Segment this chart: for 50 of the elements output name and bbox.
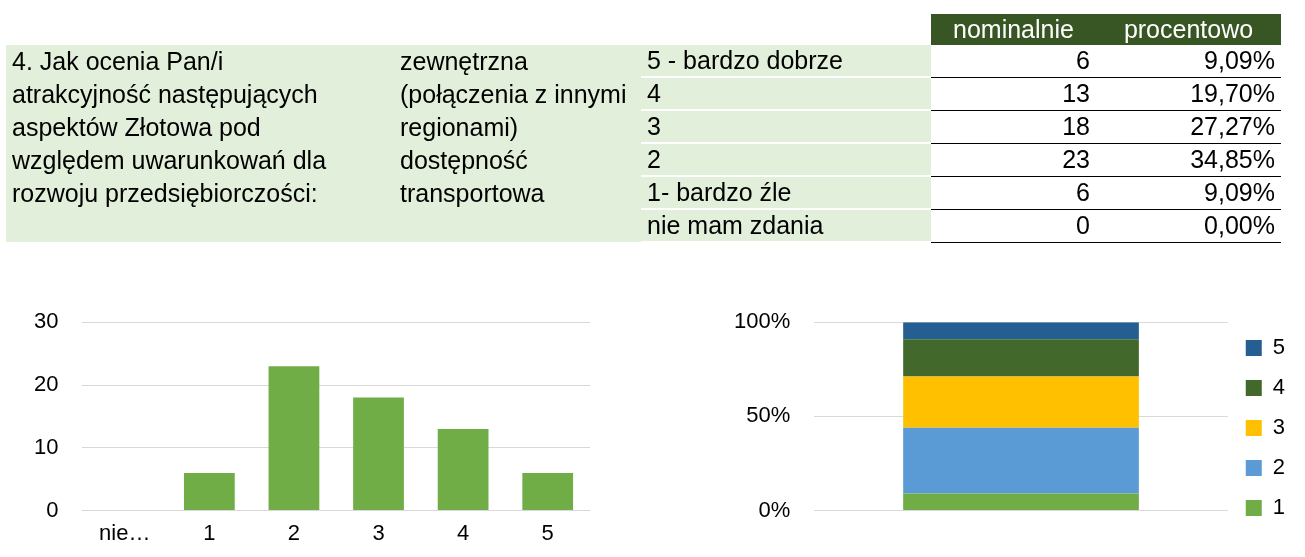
- category-label: 1- bardzo źle: [641, 176, 931, 209]
- category-label: 5 - bardzo dobrze: [641, 45, 931, 77]
- bar: [903, 376, 1139, 428]
- y-tick-label: 30: [33, 308, 59, 334]
- text: zewnętrzna (połączenia z innymi regionami) dostępność transportowa: [394, 45, 641, 242]
- bar: [903, 427, 1139, 494]
- x-tick-label: 1: [203, 519, 216, 545]
- y-tick-label: 20: [33, 371, 59, 397]
- text: nominalnie: [931, 14, 1096, 45]
- x-tick-label: 5: [541, 519, 554, 545]
- bar: [268, 366, 320, 511]
- bar: [522, 472, 574, 511]
- text: procentowo: [1096, 14, 1281, 45]
- data-label: 0,00%: [1096, 209, 1281, 242]
- bar: [903, 493, 1139, 511]
- legend-label: 2: [1272, 454, 1286, 480]
- data-label: 9,09%: [1096, 45, 1281, 77]
- category-label: 2: [641, 143, 931, 176]
- x-tick-label: 2: [287, 519, 301, 545]
- data-label: 19,70%: [1096, 77, 1281, 110]
- bar: [903, 339, 1139, 377]
- category-label: 4: [641, 77, 931, 110]
- category-label: nie mam zdania: [641, 209, 931, 242]
- data-label: 6: [931, 176, 1096, 209]
- data-label: 0: [931, 209, 1096, 242]
- legend-label: 3: [1272, 414, 1286, 440]
- legend-label: 5: [1272, 334, 1286, 360]
- bar: [183, 472, 235, 511]
- text: 4. Jak ocenia Pan/i atrakcyjność następujących aspektów Złotowa pod względem uwarunkowań dla rozwoju przedsiębiorczości:: [6, 45, 394, 242]
- bar: [903, 322, 1139, 340]
- y-tick-label: 0: [46, 496, 59, 522]
- legend-label: 4: [1272, 374, 1286, 400]
- y-tick-label: 10: [33, 433, 59, 459]
- data-label: 34,85%: [1096, 143, 1281, 176]
- legend-label: 1: [1272, 494, 1286, 520]
- data-label: 9,09%: [1096, 176, 1281, 209]
- data-label: 27,27%: [1096, 110, 1281, 143]
- x-tick-label: nie…: [99, 519, 151, 545]
- y-tick-label: 0%: [758, 496, 791, 522]
- x-tick-label: 3: [372, 519, 385, 545]
- data-label: 23: [931, 143, 1096, 176]
- data-label: 6: [931, 45, 1096, 77]
- category-label: 3: [641, 110, 931, 143]
- y-tick-label: 100%: [733, 308, 791, 334]
- data-label: 13: [931, 77, 1096, 110]
- data-label: 18: [931, 110, 1096, 143]
- y-tick-label: 50%: [746, 402, 791, 428]
- bar: [353, 397, 404, 511]
- bar: [437, 428, 489, 511]
- x-tick-label: 4: [456, 519, 470, 545]
